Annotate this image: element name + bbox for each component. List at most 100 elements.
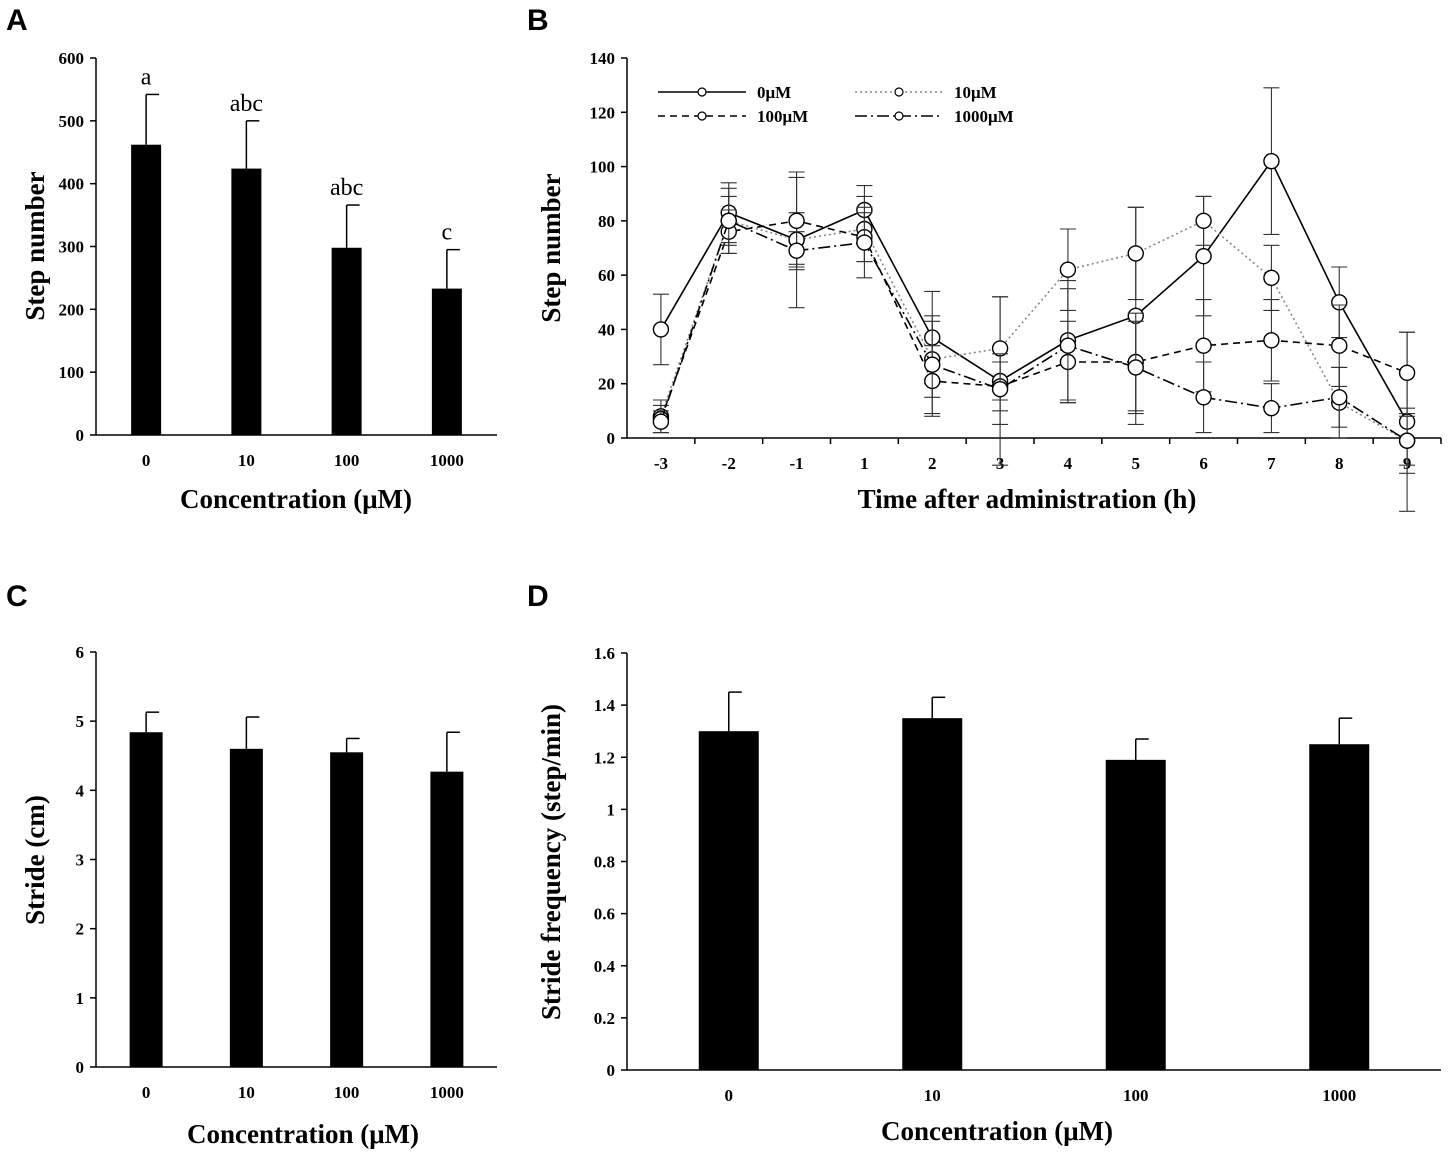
- y-tick-label: 1: [76, 989, 85, 1008]
- x-tick-label: 10: [238, 1083, 255, 1102]
- bar: [330, 752, 364, 1067]
- data-point: [924, 356, 941, 373]
- series-dashed: [652, 176, 1416, 434]
- y-tick-label: 1: [607, 800, 616, 819]
- y-tick-label: 40: [598, 320, 615, 339]
- y-tick-label: 20: [598, 375, 615, 394]
- data-point: [1195, 337, 1212, 354]
- y-tick-label: 600: [59, 49, 85, 68]
- significance-letter: a: [141, 64, 152, 90]
- y-tick-label: 140: [590, 49, 616, 68]
- x-tick-label: 0: [725, 1086, 734, 1105]
- bar: [1105, 759, 1166, 1070]
- y-tick-label: 80: [598, 212, 615, 231]
- y-tick-label: 0.2: [594, 1009, 615, 1028]
- x-tick-label: 10: [238, 451, 255, 470]
- y-tick-label: 0.6: [594, 905, 615, 924]
- x-tick-label: -3: [654, 454, 668, 473]
- y-tick-label: 0: [607, 429, 616, 448]
- x-tick-label: 2: [928, 454, 937, 473]
- legend-label: 10μM: [954, 83, 997, 102]
- significance-letter: abc: [330, 175, 363, 201]
- series-line: [660, 219, 1408, 442]
- data-point: [1059, 261, 1077, 278]
- x-tick-label: 7: [1267, 454, 1276, 473]
- x-axis-title: Concentration (μM): [881, 1116, 1113, 1146]
- y-tick-label: 1.2: [594, 748, 615, 767]
- bar: [431, 288, 462, 435]
- data-point: [1127, 359, 1144, 376]
- panel-letter: B: [527, 4, 549, 37]
- data-point: [1263, 152, 1280, 170]
- y-tick-label: 200: [59, 300, 85, 319]
- x-axis-title: Time after administration (h): [858, 484, 1197, 514]
- data-point: [1263, 269, 1280, 287]
- y-tick-label: 2: [76, 920, 85, 939]
- x-tick-label: -2: [722, 454, 736, 473]
- legend-marker: [697, 87, 707, 97]
- significance-letter: abc: [230, 91, 263, 117]
- y-tick-label: 0: [76, 426, 85, 445]
- y-tick-label: 1.4: [594, 696, 616, 715]
- data-point: [1127, 245, 1144, 262]
- legend-marker: [894, 87, 904, 97]
- y-axis-title: Step number: [536, 173, 566, 322]
- y-tick-label: 4: [76, 781, 85, 800]
- y-tick-label: 1.6: [594, 644, 615, 663]
- data-point: [856, 234, 873, 251]
- x-tick-label: -1: [789, 454, 803, 473]
- x-tick-label: 1: [860, 454, 869, 473]
- x-tick-label: 1000: [1322, 1086, 1356, 1105]
- x-tick-label: 1000: [430, 451, 464, 470]
- x-tick-label: 4: [1064, 454, 1073, 473]
- data-point: [788, 212, 805, 230]
- bar: [131, 144, 162, 435]
- data-point: [991, 380, 1009, 398]
- x-tick-label: 100: [334, 451, 360, 470]
- panel-letter: C: [6, 580, 28, 613]
- x-tick-label: 0: [142, 1083, 151, 1102]
- data-point: [652, 321, 670, 338]
- y-tick-label: 100: [59, 363, 85, 382]
- y-tick-label: 400: [59, 175, 85, 194]
- x-tick-label: 100: [334, 1083, 360, 1102]
- x-tick-label: 100: [1123, 1086, 1149, 1105]
- y-tick-label: 0: [76, 1058, 85, 1077]
- x-tick-label: 8: [1335, 454, 1344, 473]
- data-point: [720, 212, 737, 230]
- x-tick-label: 10: [924, 1086, 941, 1105]
- legend-marker: [697, 111, 707, 121]
- data-point: [1059, 337, 1077, 354]
- bar: [129, 732, 163, 1067]
- data-point: [1398, 364, 1416, 382]
- bar: [231, 168, 262, 435]
- panel-d: D 0 0.2 0.4 0.6 0.8 1 1.2 1.4 1.6 Concentration (μ…: [527, 580, 1441, 1146]
- panel-letter: A: [6, 4, 28, 37]
- y-tick-label: 100: [590, 158, 616, 177]
- data-point: [1195, 389, 1212, 406]
- data-point: [1195, 247, 1212, 265]
- x-tick-label: 5: [1132, 454, 1141, 473]
- legend-label: 1000μM: [954, 107, 1014, 126]
- y-tick-label: 60: [598, 266, 615, 285]
- y-tick-label: 500: [59, 112, 85, 131]
- series-solid: [652, 87, 1416, 512]
- series-line: [660, 220, 1408, 420]
- x-tick-label: 6: [1199, 454, 1208, 473]
- series-dotted: [652, 187, 1416, 474]
- y-tick-label: 0.8: [594, 853, 615, 872]
- bar: [698, 731, 759, 1070]
- x-axis-title: Concentration (μM): [180, 484, 412, 514]
- significance-letter: c: [442, 220, 453, 246]
- panel-letter: D: [527, 580, 549, 613]
- y-tick-label: 3: [76, 851, 85, 870]
- y-axis-title: Stride frequency (step/min): [536, 704, 566, 1020]
- data-point: [1398, 432, 1416, 449]
- y-axis-title: Step number: [20, 171, 50, 320]
- panel-c: C 0 1 2 3 4 5 6 Concentration (μM) Stride (cm) 0 10…: [6, 580, 497, 1149]
- data-point: [1263, 332, 1280, 349]
- x-axis-title: Concentration (μM): [187, 1119, 419, 1149]
- bar: [331, 247, 362, 435]
